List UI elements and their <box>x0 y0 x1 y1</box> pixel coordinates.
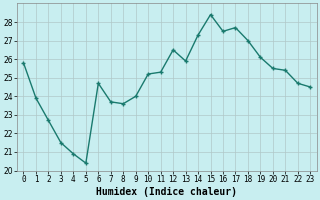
X-axis label: Humidex (Indice chaleur): Humidex (Indice chaleur) <box>96 186 237 197</box>
